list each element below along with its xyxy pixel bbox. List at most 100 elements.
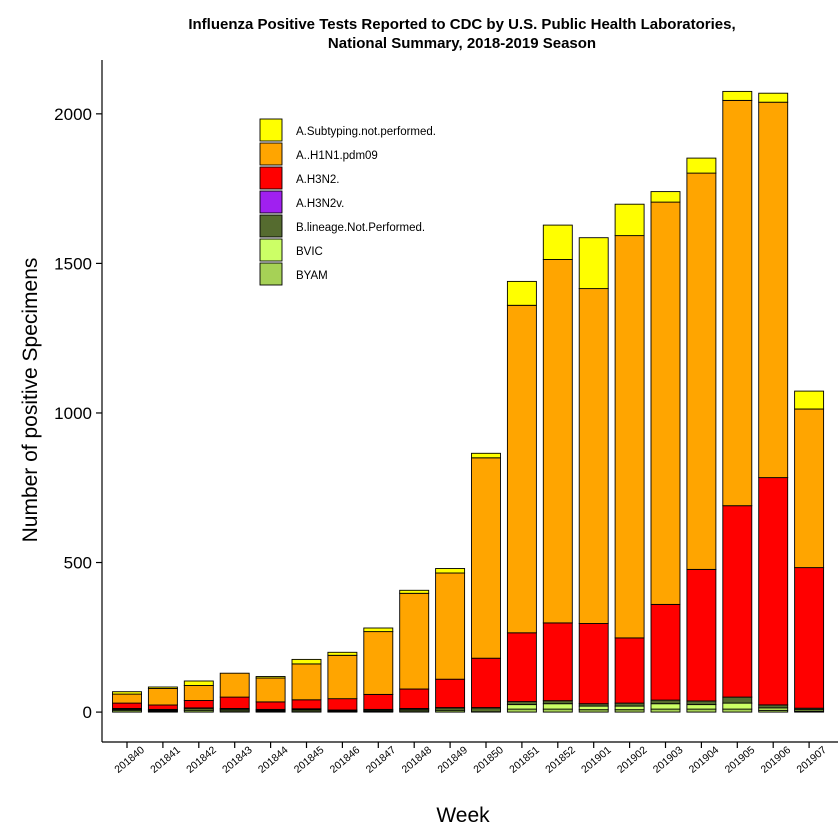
bar-segment <box>758 704 789 709</box>
chart-title-line-2: National Summary, 2018-2019 Season <box>328 35 596 52</box>
bar-segment <box>614 203 645 237</box>
legend-swatch <box>259 166 283 190</box>
bar-segment <box>363 631 394 695</box>
bar-segment <box>650 191 681 203</box>
y-tick-label: 1500 <box>54 254 92 273</box>
bar-segment <box>722 90 753 101</box>
legend-label: BYAM <box>296 270 328 282</box>
bar-segment <box>542 224 573 260</box>
legend-swatch <box>259 214 283 238</box>
x-tick-label: 201851 <box>507 744 542 776</box>
bar-segment <box>794 567 825 709</box>
bar-segment <box>614 637 645 704</box>
bar-segment <box>183 699 214 709</box>
y-tick-label: 1000 <box>54 404 92 423</box>
bar-segment <box>435 572 466 680</box>
bar-segment <box>722 505 753 698</box>
bar-segment <box>506 632 537 703</box>
bar-segment <box>542 259 573 624</box>
x-tick-label: 201902 <box>615 744 650 776</box>
x-tick-label: 201852 <box>543 744 578 776</box>
bar-segment <box>327 651 358 656</box>
x-tick-label: 201850 <box>471 744 506 776</box>
legend-swatch <box>259 118 283 142</box>
bar-segment <box>327 654 358 700</box>
bar-segment <box>542 622 573 702</box>
x-tick-label: 201848 <box>400 744 435 776</box>
bar-segment <box>650 201 681 605</box>
bar-segment <box>722 702 753 710</box>
bar-segment <box>147 688 178 706</box>
bar-segment <box>506 704 537 710</box>
bar-segment <box>219 672 250 698</box>
x-axis-title: Week <box>436 804 490 827</box>
x-tick-label: 201905 <box>723 744 758 776</box>
bar-segment <box>112 702 142 709</box>
bar-segment <box>291 663 322 701</box>
bar-segment <box>542 703 573 710</box>
legend-label: A.Subtyping.not.performed. <box>296 126 436 138</box>
bar-segment <box>435 678 466 709</box>
bar-segment <box>758 477 789 706</box>
bar-segment <box>291 699 322 710</box>
bar-segment <box>506 304 537 634</box>
x-tick-label: 201907 <box>794 744 829 776</box>
bar-segment <box>614 705 645 711</box>
legend-label: BVIC <box>296 246 323 258</box>
y-axis-ticks: 0 500 1000 1500 2000 <box>54 105 102 722</box>
x-tick-label: 201840 <box>112 744 147 776</box>
bar-segment <box>363 693 394 710</box>
bar-segment <box>794 390 825 410</box>
bar-segment <box>112 691 142 695</box>
bar-segment <box>578 705 609 711</box>
x-tick-label: 201903 <box>651 744 686 776</box>
x-axis-ticks: 201840 201841 201842 201843 201844 201845 2018… <box>112 742 829 776</box>
bar-segment <box>147 704 178 710</box>
x-tick-label: 201841 <box>148 744 183 776</box>
bar-segment <box>650 699 681 705</box>
bar-segment <box>471 457 501 659</box>
x-tick-label: 201845 <box>292 744 327 776</box>
bar-segment <box>758 92 789 103</box>
bars-layer <box>112 90 825 713</box>
bar-segment <box>686 704 717 710</box>
bar-segment <box>471 452 501 459</box>
bar-segment <box>650 703 681 710</box>
bar-segment <box>291 658 322 665</box>
legend-swatch <box>259 262 283 286</box>
bar-segment <box>471 657 501 709</box>
bar-segment <box>686 708 717 713</box>
x-tick-label: 201904 <box>687 744 722 776</box>
y-axis-title: Number of positive Specimens <box>19 258 42 543</box>
legend-label: A.H3N2v. <box>296 198 344 210</box>
legend-swatch <box>259 190 283 214</box>
chart-title-line-1: Influenza Positive Tests Reported to CDC… <box>188 16 735 33</box>
bar-segment <box>255 676 286 679</box>
x-tick-label: 201842 <box>184 744 219 776</box>
bar-segment <box>722 708 753 713</box>
bar-segment <box>578 288 609 624</box>
y-tick-label: 500 <box>64 554 92 573</box>
bar-segment <box>578 623 609 705</box>
bar-segment <box>255 701 286 710</box>
legend-swatch <box>259 142 283 166</box>
x-tick-label: 201846 <box>328 744 363 776</box>
bar-segment <box>112 693 142 704</box>
bar-segment <box>363 627 394 633</box>
bar-segment <box>686 568 717 702</box>
bar-segment <box>435 568 466 574</box>
bar-segment <box>578 237 609 290</box>
bar-segment <box>255 677 286 703</box>
x-tick-label: 201849 <box>435 744 470 776</box>
bar-segment <box>650 603 681 701</box>
x-tick-label: 201901 <box>579 744 614 776</box>
legend-swatch <box>259 238 283 262</box>
bar-segment <box>147 686 178 689</box>
bar-segment <box>722 99 753 507</box>
legend-label: A.H3N2. <box>296 174 339 186</box>
bar-segment <box>686 172 717 570</box>
bar-segment <box>327 698 358 711</box>
x-tick-label: 201843 <box>220 744 255 776</box>
bar-segment <box>722 696 753 704</box>
